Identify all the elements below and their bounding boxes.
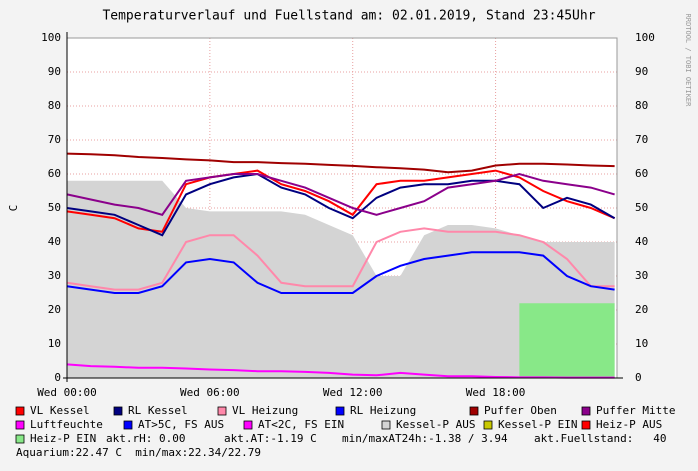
note: akt.Fuellstand: 40 xyxy=(534,432,666,445)
y2-tick-label: 0 xyxy=(635,371,642,384)
legend-label: Luftfeuchte xyxy=(30,418,103,431)
legend-label: RL Kessel xyxy=(128,404,188,417)
line xyxy=(66,152,615,174)
y2-tick-label: 90 xyxy=(635,65,648,78)
line xyxy=(66,169,616,233)
line xyxy=(66,251,615,294)
legend-label: VL Kessel xyxy=(30,404,90,417)
legend-swatch xyxy=(581,406,591,416)
y-tick-label: 30 xyxy=(48,269,61,282)
line xyxy=(66,172,616,237)
legend-swatch xyxy=(15,406,25,416)
note: akt.AT:-1.19 C xyxy=(224,432,317,445)
y2-tick-label: 50 xyxy=(635,201,648,214)
x-tick-label: Wed 18:00 xyxy=(466,386,526,399)
legend-swatch xyxy=(381,420,391,430)
line xyxy=(66,363,615,379)
y-tick-label: 50 xyxy=(48,201,61,214)
legend-label: VL Heizung xyxy=(232,404,298,417)
y-tick-label: 10 xyxy=(48,337,61,350)
line xyxy=(66,227,615,291)
legend-swatch xyxy=(15,434,25,444)
y2-tick-label: 60 xyxy=(635,167,648,180)
y2-tick-label: 80 xyxy=(635,99,648,112)
y-tick-label: 80 xyxy=(48,99,61,112)
note: akt.rH: 0.00 xyxy=(106,432,185,445)
legend-label: Heiz-P EIN xyxy=(30,432,96,445)
legend-swatch xyxy=(15,420,25,430)
y-tick-label: 60 xyxy=(48,167,61,180)
legend-swatch xyxy=(581,420,591,430)
legend-swatch xyxy=(243,420,253,430)
note: Aquarium:22.47 C min/max:22.34/22.79 xyxy=(16,446,261,459)
area xyxy=(67,180,615,378)
legend-label: Heiz-P AUS xyxy=(596,418,662,431)
legend-label: Puffer Oben xyxy=(484,404,557,417)
y-tick-label: 70 xyxy=(48,133,61,146)
side-label: RRDTOOL / TOBI OETIKER xyxy=(684,14,692,108)
y-tick-label: 100 xyxy=(41,31,61,44)
x-tick-label: Wed 12:00 xyxy=(323,386,383,399)
y-tick-label: 40 xyxy=(48,235,61,248)
legend-label: Kessel-P EIN xyxy=(498,418,577,431)
legend-label: Puffer Mitte xyxy=(596,404,675,417)
y-tick-label: 0 xyxy=(54,371,61,384)
y-axis-label: C xyxy=(7,205,20,212)
line xyxy=(66,172,615,216)
y-tick-label: 90 xyxy=(48,65,61,78)
chart-title: Temperaturverlauf und Fuellstand am: 02.… xyxy=(102,9,595,24)
y2-tick-label: 40 xyxy=(635,235,648,248)
legend-swatch xyxy=(113,406,123,416)
legend-label: AT<2C, FS EIN xyxy=(258,418,344,431)
x-tick-label: Wed 06:00 xyxy=(180,386,240,399)
note: min/maxAT24h:-1.38 / 3.94 xyxy=(342,432,508,445)
legend-swatch xyxy=(469,406,479,416)
legend-label: AT>5C, FS AUS xyxy=(138,418,224,431)
area xyxy=(519,303,615,378)
y2-tick-label: 100 xyxy=(635,31,655,44)
legend-swatch xyxy=(123,420,133,430)
legend-swatch xyxy=(217,406,227,416)
y2-tick-label: 70 xyxy=(635,133,648,146)
legend-label: RL Heizung xyxy=(350,404,416,417)
y2-tick-label: 10 xyxy=(635,337,648,350)
legend-swatch xyxy=(335,406,345,416)
x-tick-label: Wed 00:00 xyxy=(37,386,97,399)
y-tick-label: 20 xyxy=(48,303,61,316)
legend-swatch xyxy=(483,420,493,430)
y2-tick-label: 30 xyxy=(635,269,648,282)
y2-tick-label: 20 xyxy=(635,303,648,316)
legend-label: Kessel-P AUS xyxy=(396,418,475,431)
